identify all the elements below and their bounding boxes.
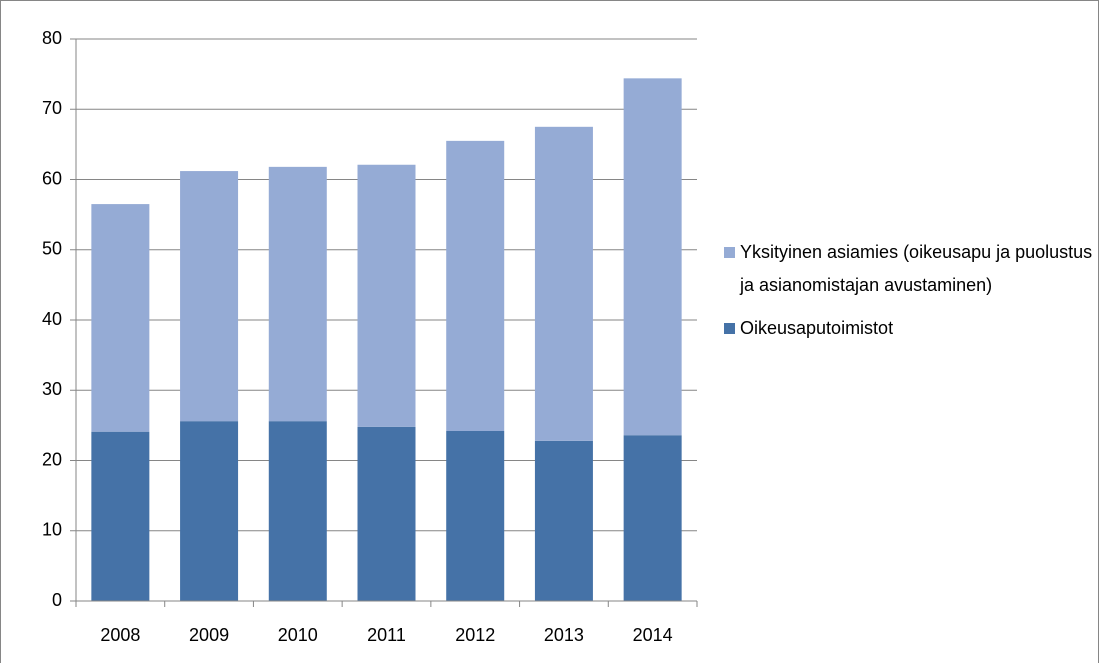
bar-segment: [91, 431, 150, 601]
x-tick-label: 2013: [544, 625, 584, 645]
bar-segment: [623, 435, 682, 601]
y-tick-label: 70: [42, 98, 62, 118]
y-tick-label: 40: [42, 309, 62, 329]
legend-label: Yksityinen asiamies (oikeusapu ja puolus…: [740, 242, 1093, 295]
x-tick-label: 2014: [633, 625, 673, 645]
bar-segment: [623, 78, 682, 436]
bar-segment: [180, 421, 239, 601]
y-tick-label: 30: [42, 379, 62, 399]
legend-item: Oikeusaputoimistot: [724, 312, 1094, 345]
y-tick-label: 80: [42, 28, 62, 48]
bar-segment: [357, 164, 416, 427]
x-tick-label: 2010: [278, 625, 318, 645]
legend-item: Yksityinen asiamies (oikeusapu ja puolus…: [724, 236, 1094, 302]
legend-swatch: [724, 323, 735, 334]
x-tick-label: 2012: [455, 625, 495, 645]
y-tick-label: 20: [42, 449, 62, 469]
bar-segment: [446, 430, 505, 601]
y-tick-label: 50: [42, 239, 62, 259]
y-tick-label: 0: [52, 590, 62, 610]
bar-segment: [534, 126, 593, 441]
bar-segment: [180, 171, 239, 422]
x-tick-label: 2008: [100, 625, 140, 645]
y-tick-label: 60: [42, 168, 62, 188]
bar-segment: [357, 426, 416, 601]
bar-segment: [446, 140, 505, 431]
bar-segment: [268, 166, 327, 422]
x-tick-label: 2011: [367, 625, 406, 645]
legend-label: Oikeusaputoimistot: [740, 318, 894, 338]
legend-swatch: [724, 247, 735, 258]
x-tick-label: 2009: [189, 625, 229, 645]
y-tick-label: 10: [42, 520, 62, 540]
bar-segment: [91, 204, 150, 432]
bar-segment: [268, 421, 327, 601]
legend: Yksityinen asiamies (oikeusapu ja puolus…: [724, 236, 1094, 355]
bar-segment: [534, 440, 593, 601]
